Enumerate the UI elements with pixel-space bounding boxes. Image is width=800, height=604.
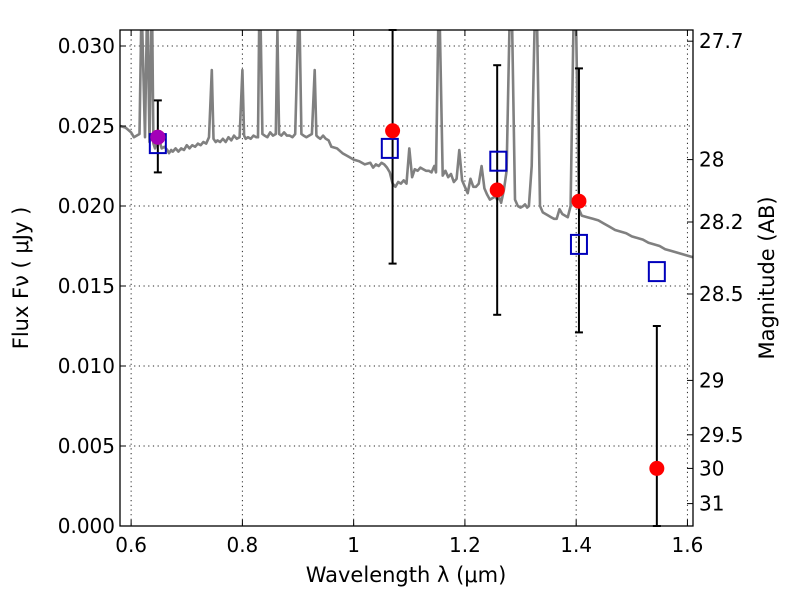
grid-lines	[120, 30, 693, 527]
y-tick-label: 0.005	[58, 434, 115, 458]
y2-tick-label: 29	[699, 368, 724, 392]
y2-tick-label: 29.5	[699, 423, 744, 447]
y-tick-label: 0.010	[58, 354, 115, 378]
y-tick-labels: 0.000 0.005 0.010 0.015 0.020 0.025 0.030	[58, 34, 115, 538]
y2-tick-label: 30	[699, 456, 724, 480]
y-tick-label: 0.020	[58, 194, 115, 218]
plot-frame	[119, 29, 694, 527]
axis-ticks	[120, 30, 693, 527]
model-photometry-square	[569, 233, 588, 255]
model-photometry-points	[148, 133, 666, 283]
x-tick-label: 1.4	[560, 533, 592, 557]
y2-axis-label: Magnitude (AB)	[755, 196, 779, 359]
x-tick-label: 1.2	[449, 533, 481, 557]
error-bars-top	[153, 29, 661, 527]
error-bars	[156, 30, 658, 526]
x-tick-label: 1	[347, 533, 360, 557]
x-tick-label: 1.6	[672, 533, 704, 557]
y2-tick-labels: 27.7 28 28.2 28.5 29 29.5 30 31	[699, 29, 744, 515]
model-photometry-square	[647, 261, 666, 283]
y2-tick-label: 28	[699, 148, 724, 172]
plot-area	[120, 30, 693, 526]
observed-point	[385, 123, 401, 139]
y-tick-label: 0.000	[58, 514, 115, 538]
y-tick-label: 0.030	[58, 34, 115, 58]
y-axis-label: Flux Fν ( μJy )	[9, 207, 33, 350]
x-tick-labels: 0.6 0.8 1 1.2 1.4 1.6	[115, 533, 703, 557]
highlight-point	[150, 129, 166, 145]
x-tick-label: 0.8	[226, 533, 258, 557]
observed-point	[489, 182, 505, 198]
x-tick-label: 0.6	[115, 533, 147, 557]
y-tick-label: 0.015	[58, 274, 115, 298]
model-photometry-square	[489, 150, 508, 172]
y2-tick-label: 28.5	[699, 282, 744, 306]
y2-tick-label: 31	[699, 492, 724, 516]
observed-point	[649, 460, 665, 476]
observed-points	[150, 123, 665, 476]
y2-tick-label: 28.2	[699, 210, 744, 234]
observed-point	[571, 193, 587, 209]
x-axis-label: Wavelength λ (μm)	[306, 563, 507, 587]
y-tick-label: 0.025	[58, 114, 115, 138]
model-photometry-square	[380, 137, 399, 159]
y2-tick-label: 27.7	[699, 29, 744, 53]
model-spectrum-line	[120, 30, 693, 259]
